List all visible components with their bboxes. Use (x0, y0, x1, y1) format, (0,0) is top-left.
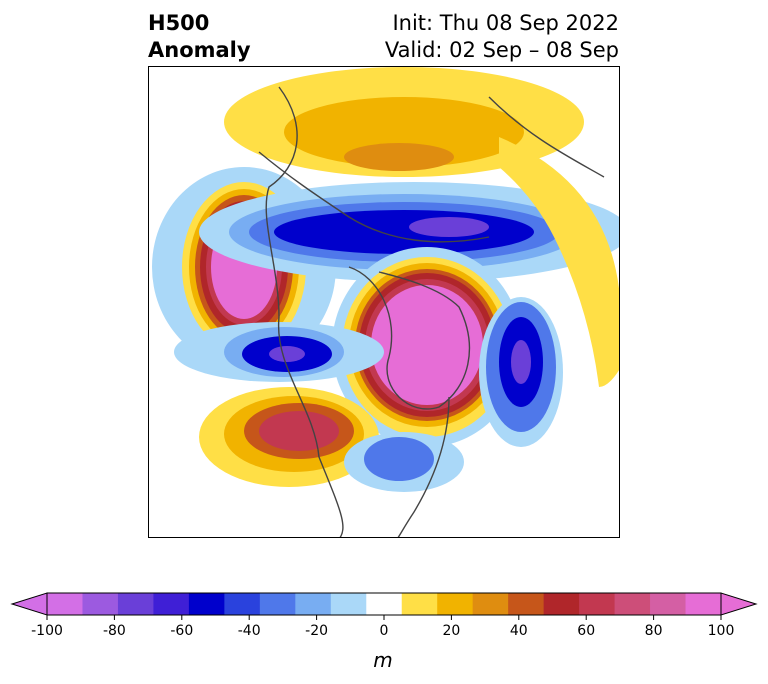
colorbar-bin (259, 593, 296, 615)
colorbar-tick-label: -80 (103, 623, 126, 639)
colorbar-bin (650, 593, 687, 615)
trough-north-atlantic (479, 297, 563, 447)
colorbar-bin (508, 593, 545, 615)
colorbar-bin (401, 593, 438, 615)
ridge-russia (224, 67, 584, 177)
title-field-type: Anomaly (148, 38, 251, 62)
colorbar-bin (82, 593, 119, 615)
colorbar: -100 -80 -60 -40 -20 0 20 40 60 80 100 m (10, 592, 758, 672)
colorbar-tick-label: 20 (442, 623, 460, 639)
colorbar-tick-label: 0 (380, 623, 389, 639)
ridge-southwest-us (199, 387, 379, 487)
colorbar-bin (543, 593, 580, 615)
colorbar-bin (295, 593, 332, 615)
colorbar-tick-label: -20 (305, 623, 328, 639)
colorbar-bin (153, 593, 190, 615)
colorbar-ticks: -100 -80 -60 -40 -20 0 20 40 60 80 100 (31, 615, 734, 639)
anomaly-map-svg (152, 67, 619, 537)
colorbar-unit-label: m (373, 648, 392, 672)
colorbar-tick-label: -100 (31, 623, 63, 639)
colorbar-bin (47, 593, 83, 615)
colorbar-bin (117, 593, 154, 615)
colorbar-tick-label: -40 (238, 623, 261, 639)
trough-gulf-of-alaska (174, 322, 384, 382)
coastlines (258, 86, 605, 537)
colorbar-bin (579, 593, 616, 615)
colorbar-tick-label: -60 (170, 623, 193, 639)
colorbar-tick-label: 100 (708, 623, 735, 639)
colorbar-tick-label: 40 (510, 623, 528, 639)
title-variable: H500 (148, 11, 210, 35)
colorbar-tick-label: 80 (645, 623, 663, 639)
ridge-arctic-greenland (332, 247, 522, 447)
colorbar-bin (614, 593, 651, 615)
colorbar-bin (330, 593, 367, 615)
colorbar-bin (188, 593, 225, 615)
colorbar-bin (224, 593, 261, 615)
valid-period: Valid: 02 Sep – 08 Sep (384, 38, 619, 62)
colorbar-bin (366, 593, 403, 615)
trough-siberia (199, 182, 619, 282)
colorbar-tick-label: 60 (577, 623, 595, 639)
colorbar-bin (685, 593, 722, 615)
colorbar-under-arrow (10, 592, 48, 616)
colorbar-over-arrow (720, 592, 758, 616)
colorbar-bin (472, 593, 509, 615)
map-title-right: Init: Thu 08 Sep 2022 Valid: 02 Sep – 08… (385, 10, 619, 64)
colorbar-bin (437, 593, 474, 615)
trough-eastern-us (344, 432, 464, 492)
map-title-left: H500 Anomaly (148, 10, 251, 64)
init-time: Init: Thu 08 Sep 2022 (392, 11, 619, 35)
colorbar-bins (10, 592, 758, 616)
ridge-europe-arc (499, 137, 619, 387)
polar-stereographic-map (148, 66, 620, 538)
